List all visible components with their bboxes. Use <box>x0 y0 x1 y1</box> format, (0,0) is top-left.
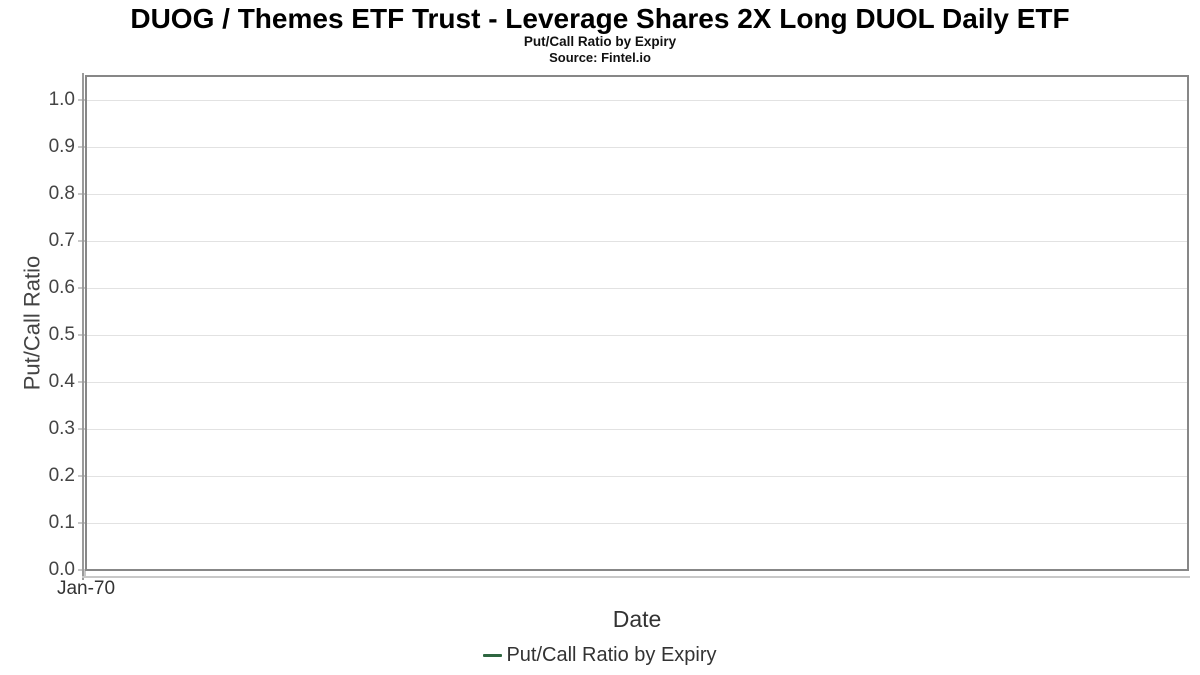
y-gridline <box>85 381 1189 383</box>
y-gridline <box>85 428 1189 430</box>
y-tick-mark <box>78 287 85 289</box>
y-tick-mark <box>78 569 85 571</box>
y-tick-label: 0.8 <box>48 183 75 204</box>
y-tick-label: 1.0 <box>48 89 75 110</box>
y-tick-mark <box>78 240 85 242</box>
y-tick-mark <box>78 193 85 195</box>
plot-border <box>85 75 1189 571</box>
y-tick-label: 0.6 <box>48 277 75 298</box>
chart-source-note: Source: Fintel.io <box>549 50 651 65</box>
y-tick-mark <box>78 475 85 477</box>
y-tick-mark <box>78 428 85 430</box>
y-tick-mark <box>78 381 85 383</box>
y-tick-mark <box>78 146 85 148</box>
y-tick-label: 0.0 <box>48 559 75 580</box>
y-tick-label: 0.3 <box>48 418 75 439</box>
chart-title: DUOG / Themes ETF Trust - Leverage Share… <box>130 3 1070 34</box>
y-tick-mark <box>78 99 85 101</box>
y-gridline <box>85 146 1189 148</box>
y-gridline <box>85 287 1189 289</box>
y-tick-label: 0.7 <box>48 230 75 251</box>
y-axis-line <box>82 73 84 580</box>
x-axis-title: Date <box>612 606 662 632</box>
x-tick-label: Jan-70 <box>56 578 116 599</box>
legend-label: Put/Call Ratio by Expiry <box>506 644 717 666</box>
y-gridline <box>85 240 1189 242</box>
y-gridline <box>85 99 1189 101</box>
x-tick-mark <box>84 571 86 578</box>
legend: Put/Call Ratio by Expiry <box>0 643 1200 667</box>
legend-item[interactable]: Put/Call Ratio by Expiry <box>483 643 717 667</box>
plot-area: 0.0 0.1 0.2 0.3 0.4 0.5 0.6 0.7 0.8 0.9 1.0 Jan-70 <box>49 73 1190 599</box>
y-gridline <box>85 193 1189 195</box>
x-axis-line <box>82 576 1190 578</box>
y-tick-mark <box>78 334 85 336</box>
y-tick-label: 0.5 <box>48 324 75 345</box>
chart-subtitle: Put/Call Ratio by Expiry <box>523 34 677 49</box>
y-tick-label: 0.1 <box>48 512 75 533</box>
legend-line-marker <box>483 653 503 657</box>
y-tick-label: 0.4 <box>48 371 75 392</box>
y-gridline <box>85 569 1189 571</box>
y-tick-mark <box>78 522 85 524</box>
y-gridline <box>85 334 1189 336</box>
y-gridline <box>85 522 1189 524</box>
y-tick-label: 0.9 <box>48 136 75 157</box>
y-tick-label: 0.2 <box>48 465 75 486</box>
y-gridline <box>85 475 1189 477</box>
